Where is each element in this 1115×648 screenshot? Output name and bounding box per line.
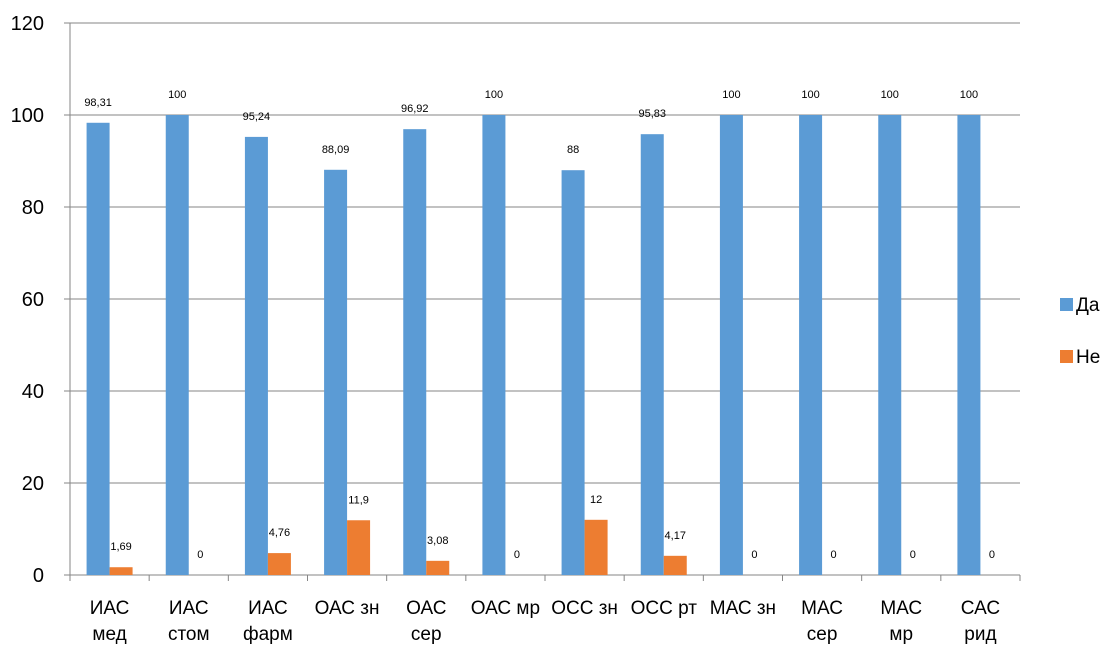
data-label: 100 (960, 89, 978, 101)
legend-label: Не (1076, 347, 1100, 368)
data-label: 4,76 (269, 527, 290, 539)
data-label: 0 (197, 549, 203, 561)
bar-da (640, 134, 664, 575)
x-tick-label: мед (92, 624, 126, 645)
bar-da (719, 115, 743, 575)
data-label: 96,92 (401, 103, 429, 115)
bar-ne (584, 519, 608, 575)
x-tick-label: ОСС зн (551, 598, 618, 619)
data-label: 0 (831, 549, 837, 561)
data-label: 95,83 (638, 108, 666, 120)
bar-da (165, 115, 189, 575)
x-tick-label: ИАС (90, 598, 130, 619)
data-label: 95,24 (243, 111, 271, 123)
data-label: 100 (168, 89, 186, 101)
x-tick-label: МАС (880, 598, 922, 619)
x-tick-label: МАС зн (710, 598, 776, 619)
bars (86, 115, 981, 576)
x-tick-label: стом (168, 624, 210, 645)
data-label: 88,09 (322, 144, 350, 156)
legend-swatch (1060, 350, 1073, 363)
data-label: 100 (881, 89, 899, 101)
data-label: 12 (590, 494, 602, 506)
bar-da (561, 170, 585, 575)
y-tick-label: 100 (11, 105, 44, 127)
data-label: 1,69 (110, 541, 131, 553)
x-tick-label: САС (961, 598, 1000, 619)
data-label: 0 (751, 549, 757, 561)
data-label: 98,31 (84, 97, 112, 109)
data-label: 0 (514, 549, 520, 561)
legend-swatch (1060, 298, 1073, 311)
y-tick-label: 40 (22, 381, 44, 403)
data-label: 88 (567, 144, 579, 156)
data-label: 11,9 (348, 494, 369, 506)
y-tick-label: 0 (33, 565, 44, 587)
data-label: 100 (801, 89, 819, 101)
data-label: 4,17 (665, 530, 686, 542)
x-tick-label: фарм (243, 624, 293, 645)
bar-ne (267, 553, 291, 575)
x-tick-label: ОАС мр (471, 598, 540, 619)
data-label: 0 (989, 549, 995, 561)
x-tick-label: МАС (801, 598, 843, 619)
y-tick-label: 20 (22, 473, 44, 495)
legend: Да Не (1060, 295, 1100, 368)
bar-ne (663, 555, 687, 575)
data-labels: 98,31 1,69 100 0 95,24 4,76 88,09 11,9 96,92 3,08… (84, 89, 995, 561)
x-tick-label: ОСС рт (631, 598, 698, 619)
x-tick-label: сер (411, 624, 442, 645)
data-label: 100 (485, 89, 503, 101)
bar-da (244, 136, 268, 575)
x-tick-label: ИАС (248, 598, 288, 619)
x-tick-label: ОАС зн (315, 598, 380, 619)
bar-da (957, 115, 981, 575)
y-tick-label: 60 (22, 289, 44, 311)
y-tick-label: 80 (22, 197, 44, 219)
data-label: 0 (910, 549, 916, 561)
bar-da (403, 129, 427, 575)
x-tick-label: ОАС (406, 598, 446, 619)
data-label: 100 (722, 89, 740, 101)
x-tick-label: сер (807, 624, 838, 645)
y-tick-label: 120 (11, 13, 44, 35)
x-tick-label: рид (964, 624, 996, 645)
bar-da (324, 169, 348, 575)
data-label: 3,08 (427, 535, 448, 547)
bar-da (482, 115, 506, 575)
x-tick-label: мр (889, 624, 913, 645)
bar-ne (347, 520, 371, 575)
bar-da (878, 115, 902, 575)
bar-ne (109, 567, 133, 575)
bar-ne (426, 560, 450, 575)
legend-label: Да (1076, 295, 1100, 316)
x-tick-label: ИАС (169, 598, 209, 619)
gridlines (70, 22, 1020, 484)
bar-da (86, 122, 110, 576)
bar-da (799, 115, 823, 575)
